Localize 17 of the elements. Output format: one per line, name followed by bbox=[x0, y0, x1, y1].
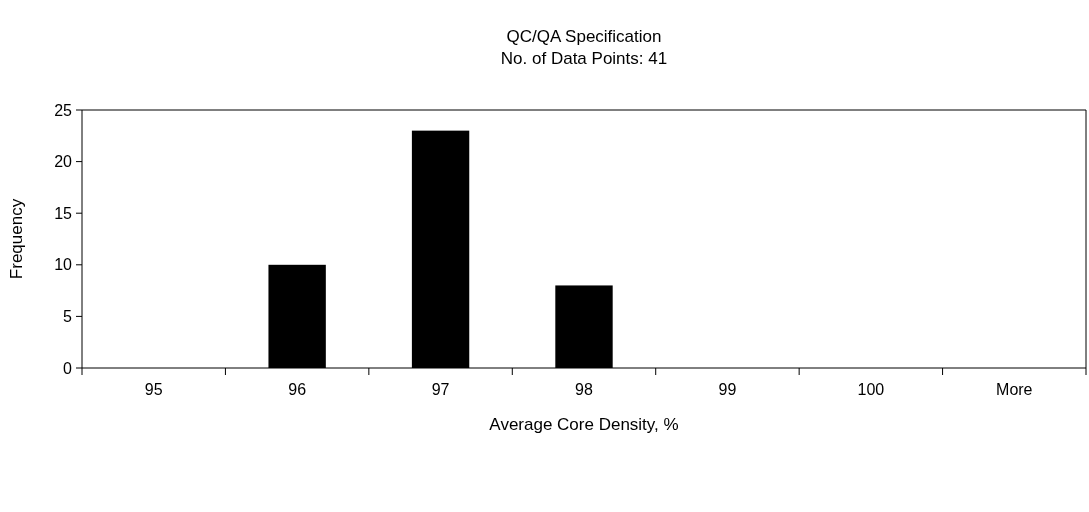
x-tick-label: 95 bbox=[144, 381, 163, 398]
y-tick-label: 5 bbox=[63, 308, 73, 325]
x-tick-label: 99 bbox=[718, 381, 737, 398]
x-tick-label: 98 bbox=[575, 381, 593, 398]
x-tick-label: 100 bbox=[857, 381, 885, 398]
y-tick-label: 15 bbox=[54, 204, 73, 222]
chart-subtitle: No. of Data Points: 41 bbox=[500, 49, 668, 68]
y-tick-label: 25 bbox=[54, 101, 73, 119]
x-tick-label: 96 bbox=[288, 381, 307, 398]
x-tick-label: 97 bbox=[431, 381, 450, 398]
x-tick-label: More bbox=[996, 381, 1033, 398]
y-tick-label: 20 bbox=[54, 153, 73, 171]
y-tick-label: 0 bbox=[63, 359, 73, 377]
x-axis-title: Average Core Density, % bbox=[489, 415, 679, 434]
chart-title: QC/QA Specification bbox=[506, 27, 662, 46]
y-axis-title: Frequency bbox=[7, 198, 26, 280]
y-tick-label: 10 bbox=[54, 256, 73, 274]
